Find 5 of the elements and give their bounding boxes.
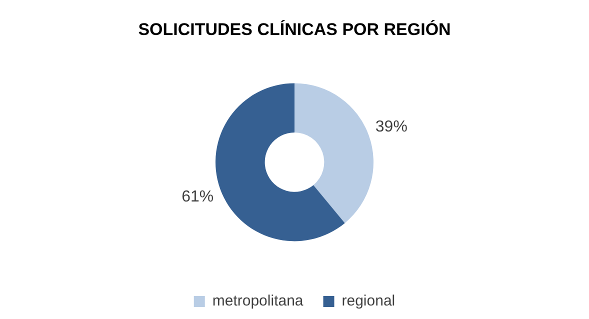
chart-title: SOLICITUDES CLÍNICAS POR REGIÓN xyxy=(138,18,451,39)
data-label: 39% xyxy=(375,118,408,136)
legend-label: metropolitana xyxy=(212,292,304,310)
legend-label: regional xyxy=(342,292,396,310)
data-label: 61% xyxy=(182,188,214,206)
